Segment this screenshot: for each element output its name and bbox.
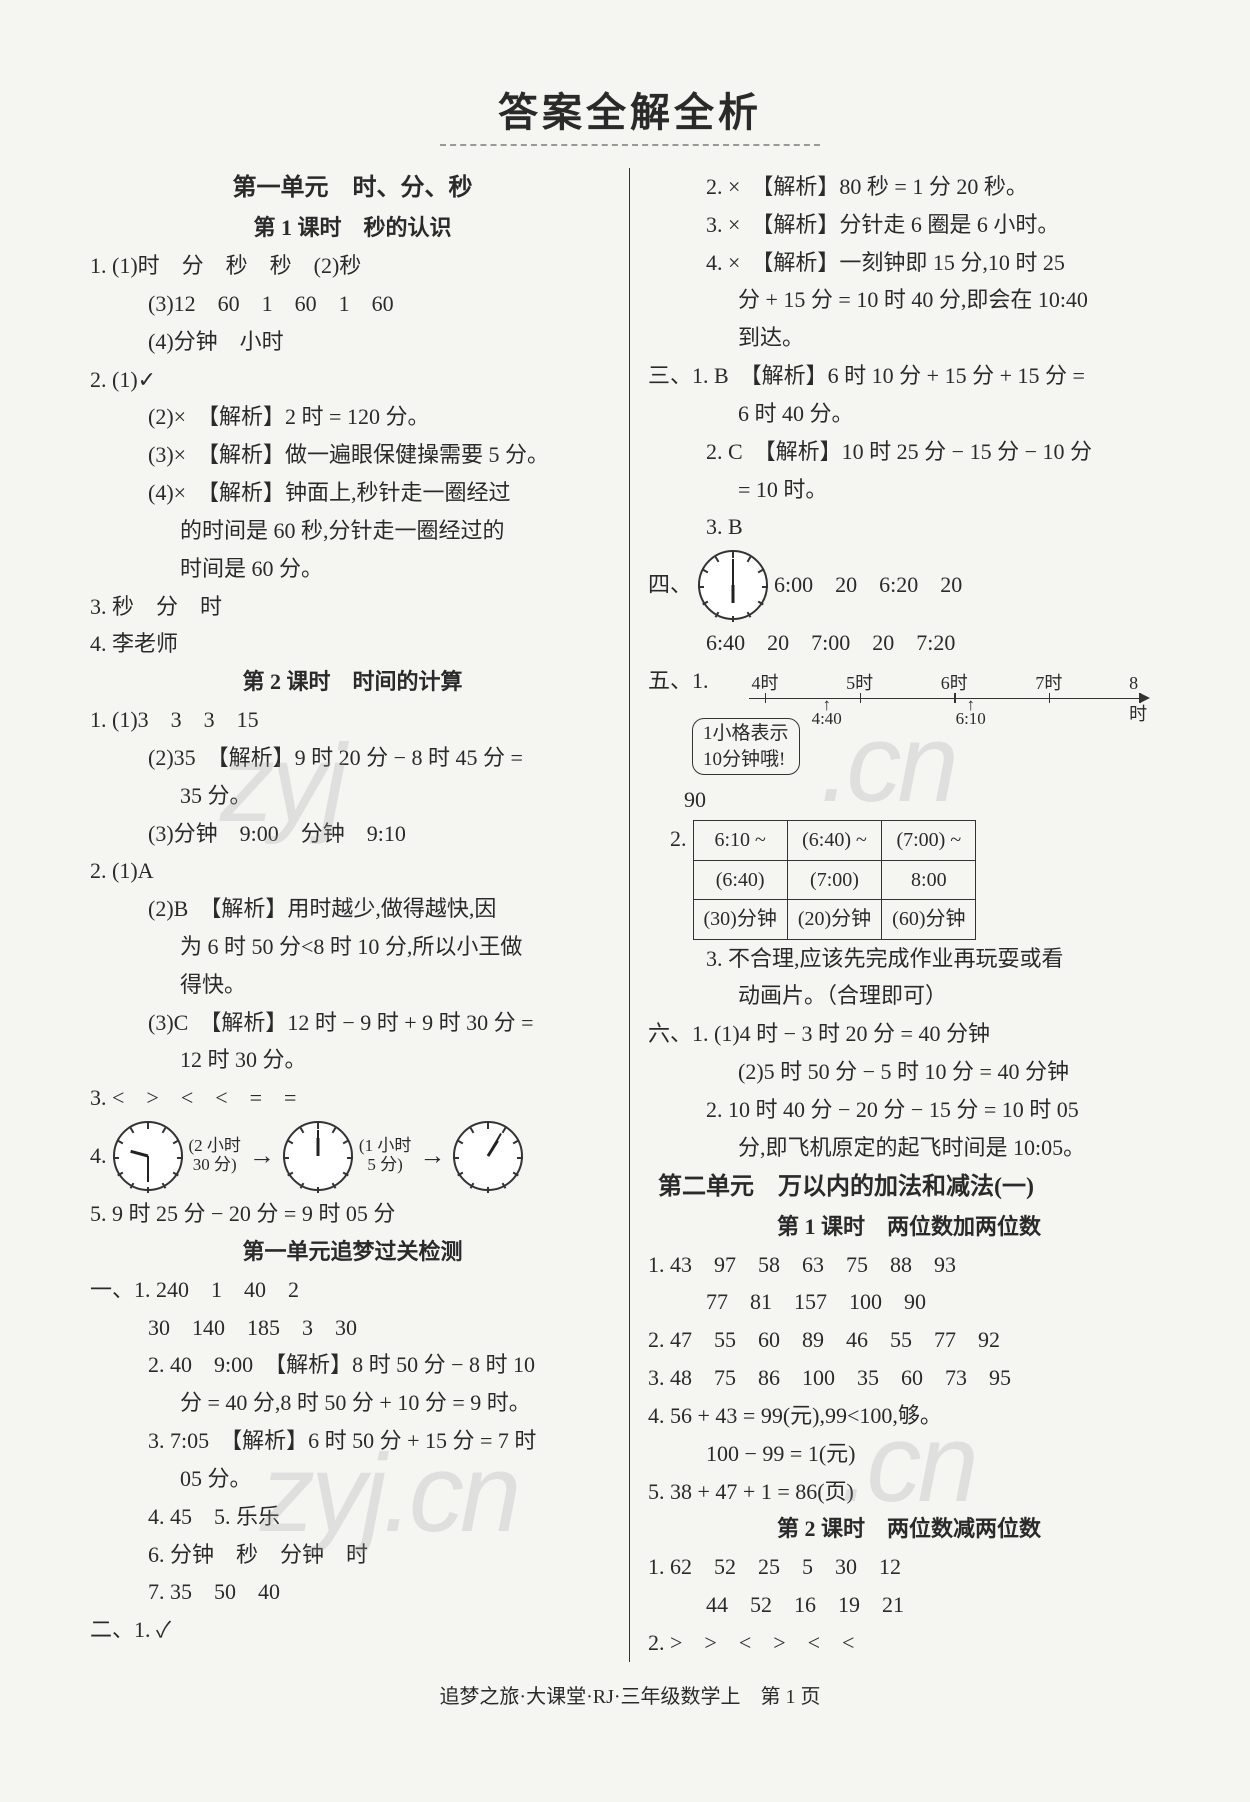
answer-line: 5. 9 时 25 分 − 20 分 = 9 时 05 分 (90, 1195, 615, 1233)
answer-line: = 10 时。 (648, 471, 1170, 509)
arrow-label: (1 小时5 分) (359, 1137, 411, 1174)
time-table: 6:10 ~(6:40) ~(7:00) ~ (6:40)(7:00)8:00 … (693, 820, 977, 939)
answer-line: (4)分钟 小时 (90, 323, 615, 361)
lesson-heading: 第 1 课时 秒的认识 (90, 209, 615, 247)
answer-line: (2)35 【解析】9 时 20 分 − 8 时 45 分 = (90, 739, 615, 777)
clock-icon (698, 550, 768, 620)
answer-line: 90 (684, 781, 1170, 819)
unit-heading: 第二单元 万以内的加法和减法(一) (648, 1167, 1170, 1208)
page-footer: 追梦之旅·大课堂·RJ·三年级数学上 第 1 页 (90, 1680, 1170, 1709)
arrow-icon: → (417, 1134, 447, 1179)
answer-line: 77 81 157 100 90 (648, 1283, 1170, 1321)
answer-line: 6. 分钟 秒 分钟 时 (90, 1536, 615, 1574)
answer-line: 2. 47 55 60 89 46 55 77 92 (648, 1321, 1170, 1359)
answer-line: (4)× 【解析】钟面上,秒针走一圈经过 (90, 474, 615, 512)
answer-line: 到达。 (648, 319, 1170, 357)
item-number: 4. (90, 1137, 107, 1175)
answer-line: (2)× 【解析】2 时 = 120 分。 (90, 398, 615, 436)
answer-line: 动画片。（合理即可） (648, 977, 1170, 1015)
answer-line: 三、1. B 【解析】6 时 10 分 + 15 分 + 15 分 = (648, 357, 1170, 395)
page-title: 答案全解全析 (90, 80, 1170, 138)
answer-line: 12 时 30 分。 (90, 1041, 615, 1079)
answer-line: 100 − 99 = 1(元) (648, 1435, 1170, 1473)
answer-line: (3)分钟 9:00 分钟 9:10 (90, 815, 615, 853)
answer-line: 一、1. 240 1 40 2 (90, 1271, 615, 1309)
answer-line: (2)B 【解析】用时越少,做得越快,因 (90, 890, 615, 928)
answer-line: (3)12 60 1 60 1 60 (90, 285, 615, 323)
clock-answer-row: 四、 6:00 20 6:20 20 (648, 550, 1170, 620)
answer-line: 二、1. ✓ (90, 1611, 615, 1649)
answer-line: 4. 45 5. 乐乐 (90, 1498, 615, 1536)
answer-line: 六、1. (1)4 时 − 3 时 20 分 = 40 分钟 (648, 1015, 1170, 1053)
answer-line: 1. (1)时 分 秒 秒 (2)秒 (90, 247, 615, 285)
answer-line: 3. 48 75 86 100 35 60 73 95 (648, 1359, 1170, 1397)
lesson-heading: 第 2 课时 时间的计算 (90, 663, 615, 701)
answer-line: 2. 40 9:00 【解析】8 时 50 分 − 8 时 10 (90, 1346, 615, 1384)
answer-line: 分 = 40 分,8 时 50 分 + 10 分 = 9 时。 (90, 1384, 615, 1422)
hint-bubble: 1小格表示10分钟哦! (692, 718, 800, 775)
answer-line: 分 + 15 分 = 10 时 40 分,即会在 10:40 (648, 281, 1170, 319)
clock-sequence: 4. (2 小时30 分) → (1 小时5 分) → (90, 1121, 615, 1191)
answer-line: 3. × 【解析】分针走 6 圈是 6 小时。 (648, 206, 1170, 244)
item-number: 2. (670, 820, 687, 858)
answer-line: 分,即飞机原定的起飞时间是 10:05。 (648, 1129, 1170, 1167)
answer-text: 6:00 20 6:20 20 (774, 566, 962, 604)
answer-line: 4. × 【解析】一刻钟即 15 分,10 时 25 (648, 244, 1170, 282)
answer-line: 为 6 时 50 分<8 时 10 分,所以小王做 (90, 928, 615, 966)
answer-line: 7. 35 50 40 (90, 1573, 615, 1611)
answer-line: 6:40 20 7:00 20 7:20 (648, 624, 1170, 662)
section-label: 四、 (648, 566, 692, 604)
section-heading: 第一单元追梦过关检测 (90, 1233, 615, 1271)
arrow-label: (2 小时30 分) (189, 1137, 241, 1174)
lesson-heading: 第 1 课时 两位数加两位数 (648, 1208, 1170, 1246)
answer-line: (3)C 【解析】12 时 − 9 时 + 9 时 30 分 = (90, 1004, 615, 1042)
answer-line: 44 52 16 19 21 (648, 1586, 1170, 1624)
answer-line: 3. B (648, 508, 1170, 546)
answer-line: 1. 62 52 25 5 30 12 (648, 1548, 1170, 1586)
answer-line: (3)× 【解析】做一遍眼保健操需要 5 分。 (90, 436, 615, 474)
answer-line: 30 140 185 3 30 (90, 1309, 615, 1347)
answer-line: 2. C 【解析】10 时 25 分 − 15 分 − 10 分 (648, 433, 1170, 471)
answer-line: 5. 38 + 47 + 1 = 86(页) (648, 1473, 1170, 1511)
answer-line: 3. 不合理,应该先完成作业再玩耍或看 (648, 940, 1170, 978)
answer-line: 35 分。 (90, 777, 615, 815)
answer-line: 05 分。 (90, 1460, 615, 1498)
answer-line: 2. (1)A (90, 852, 615, 890)
title-underline (440, 144, 820, 146)
answer-line: 3. 7:05 【解析】6 时 50 分 + 15 分 = 7 时 (90, 1422, 615, 1460)
answer-line: 1. (1)3 3 3 15 (90, 701, 615, 739)
answer-line: 2. > > < > < < (648, 1624, 1170, 1662)
answer-line: 1. 43 97 58 63 75 88 93 (648, 1246, 1170, 1284)
answer-line: 的时间是 60 秒,分针走一圈经过的 (90, 512, 615, 550)
clock-icon (453, 1121, 523, 1191)
answer-line: 2. (1)✓ (90, 361, 615, 399)
lesson-heading: 第 2 课时 两位数减两位数 (648, 1510, 1170, 1548)
answer-line: 2. 10 时 40 分 − 20 分 − 15 分 = 10 时 05 (648, 1091, 1170, 1129)
answer-line: 时间是 60 分。 (90, 550, 615, 588)
answer-line: 2. × 【解析】80 秒 = 1 分 20 秒。 (648, 168, 1170, 206)
answer-line: 3. < > < < = = (90, 1079, 615, 1117)
number-line: 4时 5时 6时 7时 8时 4:40 6:10 ↑ ↑ (749, 662, 1160, 718)
unit-heading: 第一单元 时、分、秒 (90, 168, 615, 209)
clock-icon (113, 1121, 183, 1191)
answer-line: 3. 秒 分 时 (90, 588, 615, 626)
clock-icon (283, 1121, 353, 1191)
left-column: 第一单元 时、分、秒 第 1 课时 秒的认识 1. (1)时 分 秒 秒 (2)… (90, 168, 630, 1662)
answer-line: (2)5 时 50 分 − 5 时 10 分 = 40 分钟 (648, 1053, 1170, 1091)
answer-line: 4. 56 + 43 = 99(元),99<100,够。 (648, 1397, 1170, 1435)
answer-line: 6 时 40 分。 (648, 395, 1170, 433)
answer-line: 得快。 (90, 966, 615, 1004)
section-label: 五、1. (648, 662, 709, 700)
right-column: 2. × 【解析】80 秒 = 1 分 20 秒。 3. × 【解析】分针走 6… (630, 168, 1170, 1662)
answer-line: 4. 李老师 (90, 625, 615, 663)
arrow-icon: → (247, 1134, 277, 1179)
